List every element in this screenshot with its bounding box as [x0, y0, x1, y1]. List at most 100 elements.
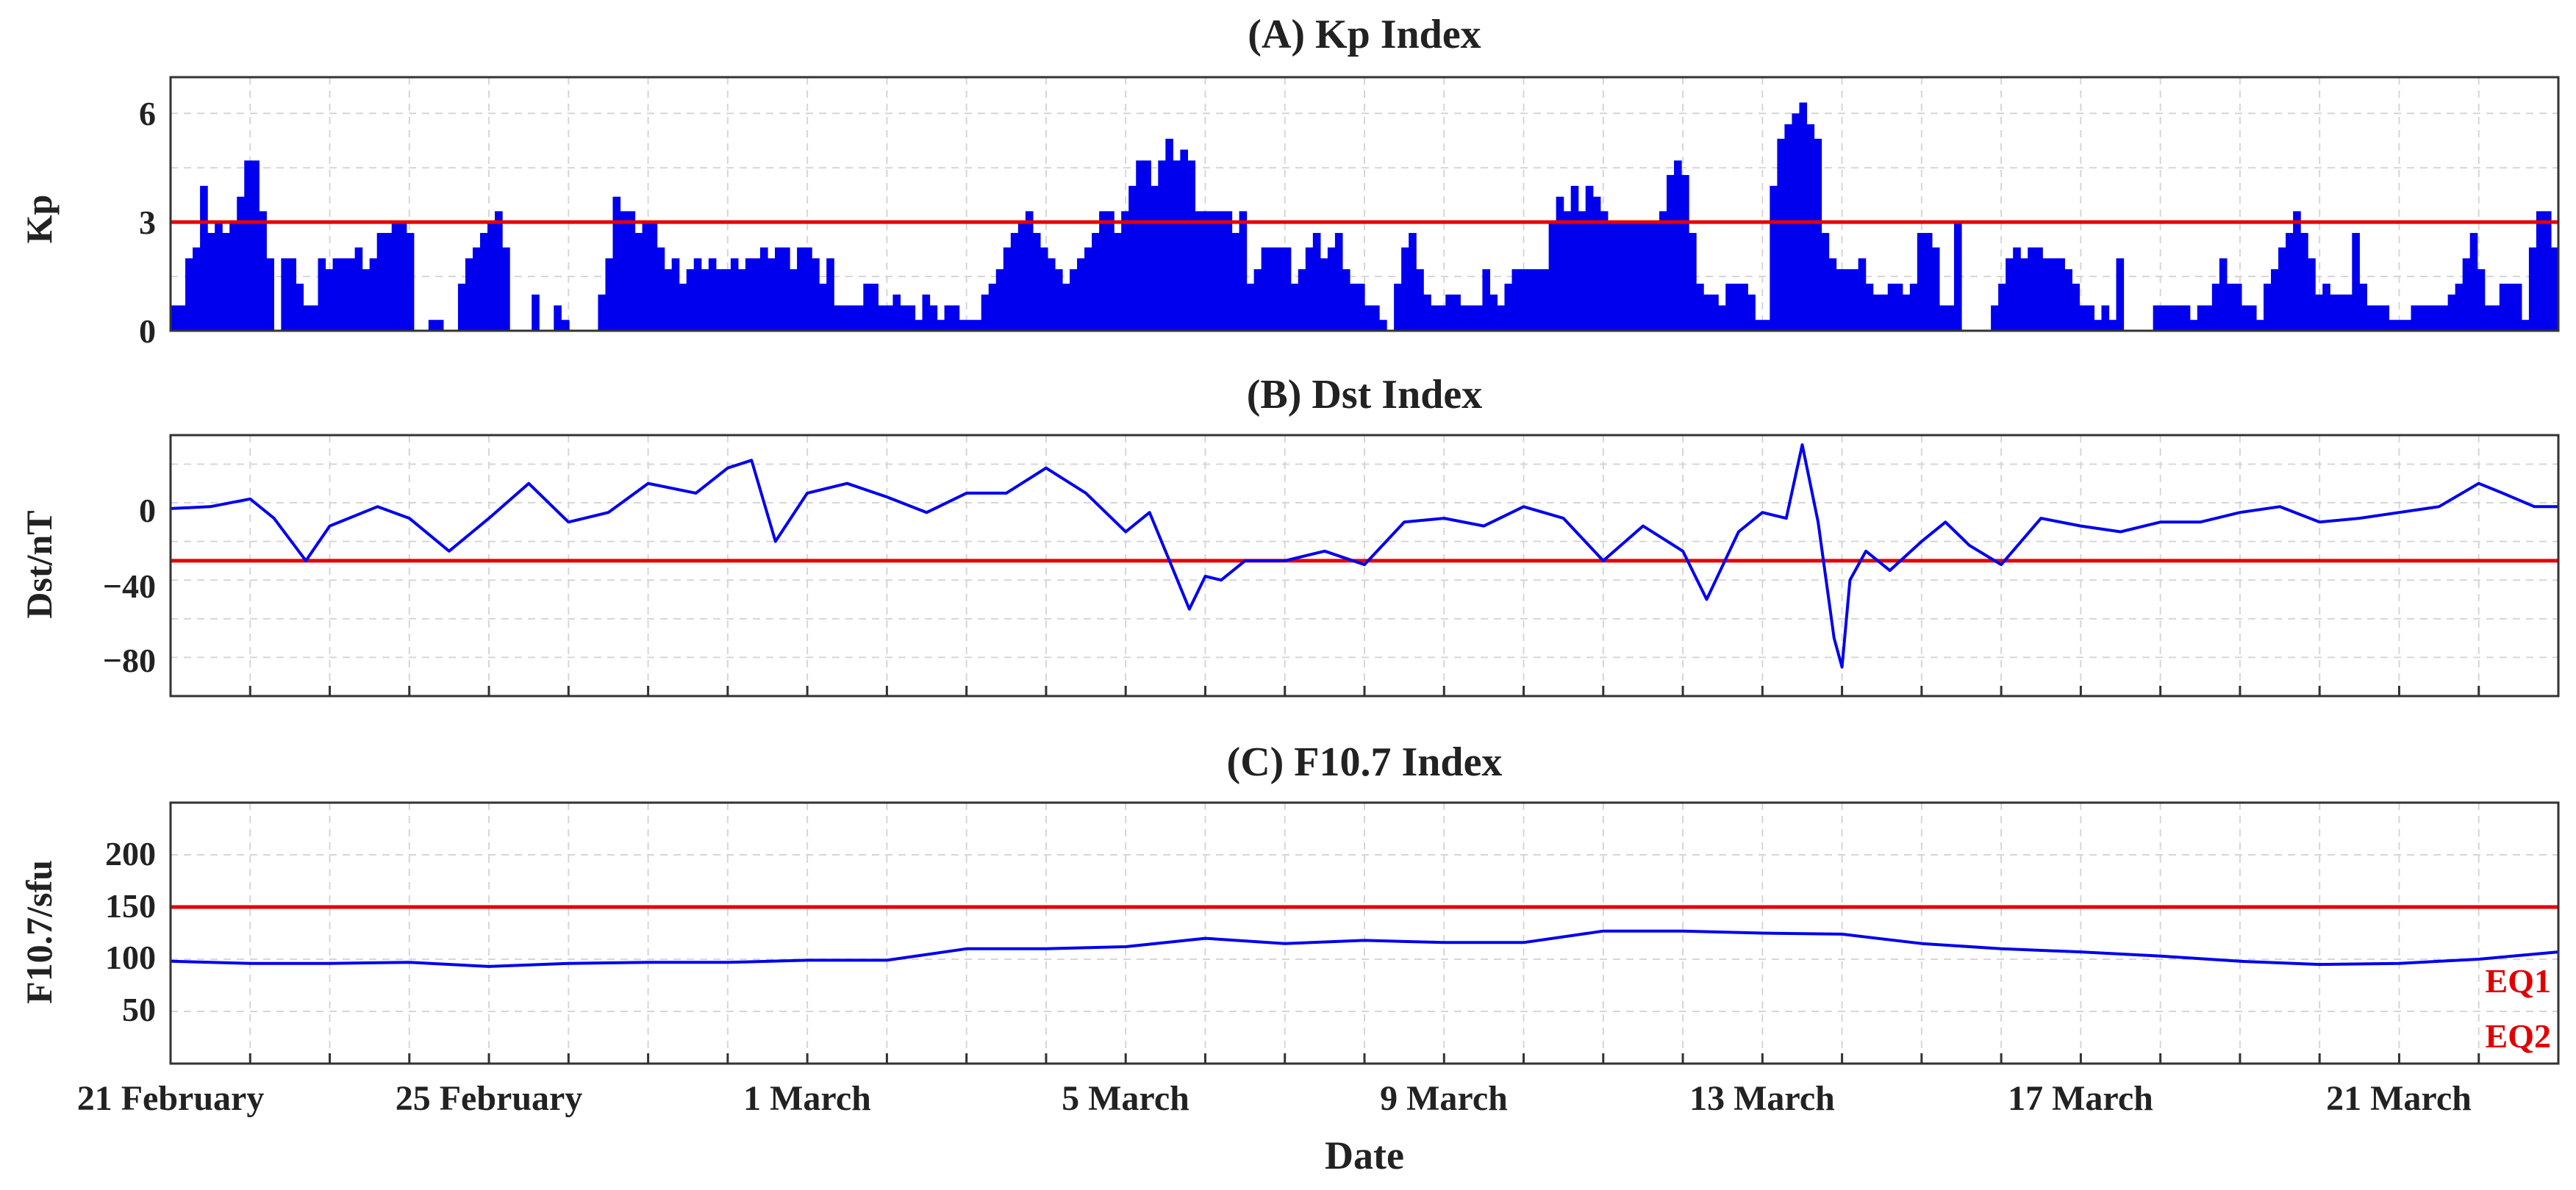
kp-bar	[1711, 294, 1719, 331]
kp-bar	[1725, 283, 1734, 331]
kp-bar	[1821, 232, 1830, 331]
kp-bar	[1077, 258, 1085, 331]
kp-bar	[2006, 258, 2014, 331]
kp-bar	[804, 247, 812, 331]
kp-bar	[1836, 269, 1845, 331]
kp-bar	[1755, 320, 1763, 331]
kp-bar	[1379, 320, 1387, 331]
kp-bar	[2293, 211, 2301, 331]
kp-bar	[229, 222, 237, 331]
kp-bar	[605, 258, 614, 331]
kp-bar	[1872, 294, 1881, 331]
kp-bar	[532, 294, 540, 331]
kp-bar	[2491, 305, 2500, 331]
kp-bar	[2255, 320, 2264, 331]
kp-bar	[1364, 305, 1373, 331]
kp-bar	[2175, 305, 2183, 331]
kp-bar	[2286, 232, 2294, 331]
kp-bar	[1585, 185, 1594, 331]
kp-bar	[1032, 232, 1041, 331]
kp-bar	[730, 258, 739, 331]
kp-bar	[1394, 283, 1402, 331]
kp-bar	[2271, 269, 2279, 331]
kp-bar	[1865, 283, 1874, 331]
kp-bar	[1084, 247, 1092, 331]
kp-bar	[1231, 232, 1240, 331]
kp-bar	[1806, 124, 1815, 331]
kp-bar	[745, 258, 754, 331]
kp-bar	[1703, 294, 1711, 331]
kp-bar	[1644, 222, 1653, 331]
kp-bar	[2543, 211, 2552, 331]
kp-bar	[561, 320, 569, 331]
kp-bar	[1092, 232, 1100, 331]
kp-bar	[1696, 283, 1704, 331]
kp-bar	[1931, 247, 1940, 331]
panel-b-title: (B) Dst Index	[1247, 372, 1482, 417]
panel-c-title: (C) F10.7 Index	[1227, 739, 1503, 785]
kp-bar	[1334, 232, 1343, 331]
kp-bar	[2204, 305, 2213, 331]
panel-kp: (A) Kp Index Kp 0 3 6	[18, 12, 2560, 350]
x-tick-label: 21 March	[2326, 1079, 2472, 1118]
kp-bar	[1784, 124, 1793, 331]
kp-bar	[2167, 305, 2176, 331]
kp-bar	[2366, 305, 2375, 331]
kp-bar	[1151, 185, 1159, 331]
kp-bar	[2182, 305, 2191, 331]
kp-bar	[1541, 269, 1550, 331]
kp-bar	[1489, 294, 1498, 331]
kp-bar	[1887, 283, 1896, 331]
kp-bar	[1106, 211, 1115, 331]
kp-bar	[1880, 294, 1889, 331]
kp-bar	[759, 247, 768, 331]
kp-bar	[1511, 269, 1520, 331]
kp-bar	[723, 269, 731, 331]
kp-bar	[2072, 283, 2080, 331]
x-axis-label: Date	[1325, 1133, 1404, 1178]
kp-bar	[2315, 294, 2323, 331]
kp-bar	[2330, 294, 2338, 331]
kp-bar	[1114, 232, 1122, 331]
kp-bar	[1054, 269, 1063, 331]
kp-bar	[627, 211, 636, 331]
kp-bar	[937, 320, 945, 331]
kp-bar	[2344, 294, 2353, 331]
f107-series	[170, 929, 2559, 968]
kp-bar	[1268, 247, 1277, 331]
panel-c-grid	[171, 803, 2558, 1064]
kp-bar	[1040, 247, 1048, 331]
panel-c-ytick: 150	[105, 887, 156, 925]
kp-bar	[2499, 283, 2508, 331]
kp-bar	[915, 320, 923, 331]
kp-bar	[686, 269, 695, 331]
kp-bar	[708, 258, 717, 331]
kp-bar	[701, 269, 709, 331]
kp-bar	[193, 247, 201, 331]
kp-bar	[1998, 283, 2006, 331]
kp-bar	[457, 283, 466, 331]
kp-bar	[1327, 247, 1336, 331]
kp-bar	[2374, 305, 2383, 331]
kp-bar	[995, 269, 1004, 331]
kp-bar	[671, 258, 680, 331]
kp-bar	[2462, 258, 2471, 331]
kp-bar	[715, 269, 724, 331]
panel-a-title: (A) Kp Index	[1248, 12, 1481, 57]
kp-bar	[2300, 232, 2308, 331]
panel-b-yticks: 0 −40 −80	[103, 492, 156, 679]
kp-bar	[428, 320, 437, 331]
kp-bar	[480, 232, 488, 331]
kp-bar	[473, 247, 481, 331]
kp-bar	[656, 247, 665, 331]
kp-bar	[1858, 258, 1867, 331]
panel-a-ytick: 0	[139, 312, 156, 350]
kp-bar	[222, 232, 230, 331]
kp-bar	[2086, 305, 2095, 331]
kp-bar	[2013, 247, 2021, 331]
kp-bar	[1570, 185, 1579, 331]
kp-bar	[1209, 211, 1218, 331]
kp-bar	[2050, 258, 2058, 331]
x-tick-label: 21 February	[77, 1079, 265, 1118]
